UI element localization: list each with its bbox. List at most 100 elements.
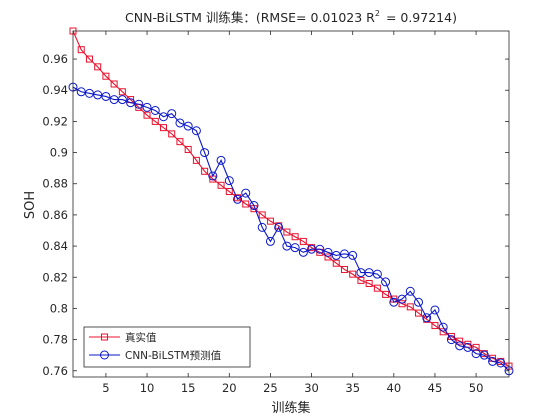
legend-box <box>83 326 251 368</box>
data-point-true <box>340 265 348 273</box>
data-point-true <box>406 303 414 311</box>
data-point-pred <box>446 335 456 345</box>
data-point-pred <box>126 98 136 108</box>
plot-area <box>73 31 509 377</box>
legend-entry-true: 真实值 <box>89 331 157 344</box>
data-point-true <box>258 211 266 219</box>
y-tick-label: 0.92 <box>42 114 68 128</box>
data-point-pred <box>488 356 498 366</box>
data-point-true <box>192 156 200 164</box>
data-point-true <box>168 130 176 138</box>
data-point-true <box>373 284 381 292</box>
data-point-pred <box>183 121 193 131</box>
data-point-pred <box>249 201 259 211</box>
data-point-true <box>456 337 464 345</box>
data-point-true <box>176 138 184 146</box>
data-point-pred <box>101 91 111 101</box>
legend-entry-pred: CNN-BiLSTM预测值 <box>89 349 222 362</box>
data-point-pred <box>471 349 481 359</box>
x-tick-label: 5 <box>102 381 109 395</box>
data-point-pred <box>76 87 86 97</box>
x-tick-label: 30 <box>304 381 319 395</box>
data-point-pred <box>381 277 391 287</box>
data-point-true <box>415 309 423 317</box>
title-superscript: 2 <box>375 9 380 18</box>
data-point-true <box>398 300 406 308</box>
data-point-true <box>143 111 151 119</box>
y-tick-label: 0.94 <box>42 83 68 97</box>
data-point-true <box>324 253 332 261</box>
data-point-pred <box>233 194 243 204</box>
title-suffix: = 0.97214) <box>386 10 457 25</box>
data-point-true <box>497 357 505 365</box>
data-point-true <box>242 200 250 208</box>
x-tick-label: 50 <box>469 381 484 395</box>
data-point-pred <box>142 102 152 112</box>
data-point-pred <box>175 118 185 128</box>
y-tick-label: 0.84 <box>42 239 68 253</box>
data-point-pred <box>422 313 432 323</box>
x-tick-label: 45 <box>428 381 443 395</box>
data-point-pred <box>463 342 473 352</box>
x-tick-label: 35 <box>345 381 360 395</box>
data-point-pred <box>389 297 399 307</box>
data-point-pred <box>158 112 168 122</box>
legend-marker-circle <box>100 350 109 360</box>
y-tick-label: 0.88 <box>42 177 68 191</box>
data-point-true <box>480 350 488 358</box>
data-point-true <box>332 259 340 267</box>
data-point-pred <box>323 247 333 257</box>
data-point-true <box>382 290 390 298</box>
x-tick-label: 10 <box>140 381 155 395</box>
data-point-pred <box>224 176 234 186</box>
chart-title: CNN-BiLSTM 训练集：(RMSE= 0.01023 R2 = 0.9721… <box>125 9 457 25</box>
data-point-pred <box>372 269 382 279</box>
data-point-pred <box>348 250 358 260</box>
data-point-pred <box>397 294 407 304</box>
data-point-true <box>201 167 209 175</box>
data-point-pred <box>364 268 374 278</box>
data-point-true <box>234 194 242 202</box>
data-point-pred <box>438 322 448 332</box>
data-point-true <box>299 237 307 245</box>
data-point-pred <box>315 244 325 254</box>
legend-label-pred: CNN-BiLSTM预测值 <box>125 349 222 362</box>
data-point-true <box>357 276 365 284</box>
data-point-true <box>110 80 118 88</box>
series-true <box>69 27 513 370</box>
x-tick-label: 25 <box>263 381 278 395</box>
data-point-pred <box>257 222 267 232</box>
data-point-pred <box>167 109 177 119</box>
data-point-true <box>151 117 159 125</box>
data-point-pred <box>414 297 424 307</box>
data-point-pred <box>496 358 506 368</box>
x-axis-label: 训练集 <box>271 400 310 416</box>
series-line-true <box>72 30 510 367</box>
data-point-true <box>77 46 85 54</box>
axis-ticks: 5 10 15 20 25 30 35 40 45 50 0.76 0.78 0.8 0.82 0.84 0.… <box>42 31 509 395</box>
data-point-true <box>472 343 480 351</box>
data-point-pred <box>290 243 300 253</box>
data-point-true <box>184 145 192 153</box>
data-point-true <box>349 270 357 278</box>
data-point-true <box>291 233 299 241</box>
data-point-pred <box>430 305 440 315</box>
data-point-pred <box>208 171 218 181</box>
data-point-true <box>266 217 274 225</box>
data-point-pred <box>265 236 275 246</box>
data-point-pred <box>298 247 308 257</box>
data-point-pred <box>191 126 201 136</box>
data-point-true <box>275 222 283 230</box>
data-point-pred <box>274 222 284 232</box>
y-tick-label: 0.82 <box>42 270 68 284</box>
data-point-true <box>118 88 126 96</box>
data-point-pred <box>405 286 415 296</box>
y-tick-label: 0.86 <box>42 208 68 222</box>
legend: 真实值 CNN-BiLSTM预测值 <box>83 326 251 368</box>
y-tick-label: 0.96 <box>42 52 68 66</box>
data-point-true <box>159 124 167 132</box>
legend-marker-square <box>101 333 108 341</box>
data-point-pred <box>84 88 94 98</box>
data-point-pred <box>117 95 127 105</box>
